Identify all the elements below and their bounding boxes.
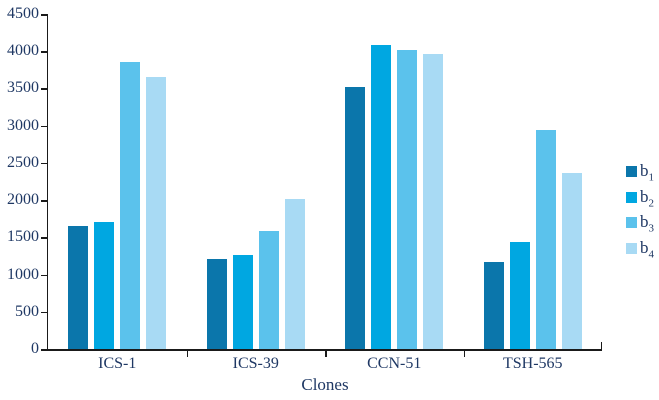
y-tick-label: 4000 bbox=[7, 42, 39, 60]
category-label-ics-39: ICS-39 bbox=[232, 355, 279, 372]
bar-ccn-51-b4 bbox=[423, 54, 444, 349]
bar-tsh-565-b1 bbox=[483, 261, 504, 349]
y-axis-tick bbox=[40, 274, 47, 277]
bar-tsh-565-b4 bbox=[561, 172, 582, 349]
x-axis-tick bbox=[186, 350, 188, 357]
bar-ccn-51-b2 bbox=[371, 45, 392, 349]
y-tick-label: 1500 bbox=[7, 228, 39, 246]
y-axis-tick bbox=[40, 311, 47, 314]
legend-label-b1: b1 bbox=[640, 161, 654, 184]
bar-ccn-51-b3 bbox=[397, 49, 418, 349]
x-axis-tick bbox=[325, 350, 327, 357]
y-tick-label: 2000 bbox=[7, 191, 39, 209]
legend-swatch-b3 bbox=[626, 217, 637, 228]
bar-tsh-565-b3 bbox=[535, 130, 556, 349]
bar-ics-39-b3 bbox=[258, 230, 279, 349]
y-axis-tick bbox=[40, 14, 47, 16]
legend-swatch-b1 bbox=[626, 166, 637, 177]
legend-item-b1: b1 bbox=[626, 161, 659, 186]
y-tick-label: 3000 bbox=[7, 116, 39, 134]
legend-label-b3: b3 bbox=[640, 212, 654, 235]
x-axis-title: Clones bbox=[301, 375, 349, 394]
y-axis-tick bbox=[40, 200, 47, 202]
bar-ics-1-b2 bbox=[94, 222, 115, 349]
bar-tsh-565-b2 bbox=[509, 241, 530, 349]
y-tick-label: 1000 bbox=[7, 265, 39, 283]
y-axis-tick bbox=[40, 162, 47, 165]
category-label-ics-1: ICS-1 bbox=[98, 355, 137, 372]
y-axis-tick bbox=[40, 51, 47, 53]
legend-label-b4: b4 bbox=[640, 237, 654, 260]
bar-ics-39-b4 bbox=[284, 198, 305, 349]
y-tick-label: 0 bbox=[31, 340, 39, 357]
bar-ccn-51-b1 bbox=[345, 86, 366, 349]
bar-ics-1-b3 bbox=[120, 62, 141, 349]
y-tick-label: 500 bbox=[15, 302, 39, 320]
bar-ics-39-b1 bbox=[206, 258, 227, 349]
legend-swatch-b4 bbox=[626, 242, 637, 254]
legend-label-b2: b2 bbox=[640, 186, 654, 209]
category-label-tsh-565: TSH-565 bbox=[502, 355, 563, 372]
legend-item-b2: b2 bbox=[626, 186, 659, 212]
bar-ics-1-b4 bbox=[146, 77, 167, 349]
y-axis-tick bbox=[40, 88, 47, 90]
legend-swatch-b2 bbox=[626, 191, 637, 203]
y-axis-tick bbox=[40, 125, 47, 128]
y-tick-label: 2500 bbox=[7, 153, 39, 171]
x-axis-tick bbox=[463, 350, 465, 357]
x-axis-line bbox=[46, 349, 602, 351]
y-tick-label: 4500 bbox=[7, 5, 39, 22]
y-axis-tick bbox=[40, 237, 47, 239]
y-axis-line bbox=[46, 14, 48, 351]
bar-ics-1-b1 bbox=[68, 226, 89, 349]
x-axis-end-tick bbox=[600, 342, 602, 349]
y-tick-label: 3500 bbox=[7, 79, 39, 97]
legend-item-b3: b3 bbox=[626, 212, 659, 237]
category-label-ccn-51: CCN-51 bbox=[367, 355, 422, 372]
bar-ics-39-b2 bbox=[232, 255, 253, 349]
y-axis-tick bbox=[40, 349, 47, 351]
legend-item-b4: b4 bbox=[626, 237, 659, 263]
